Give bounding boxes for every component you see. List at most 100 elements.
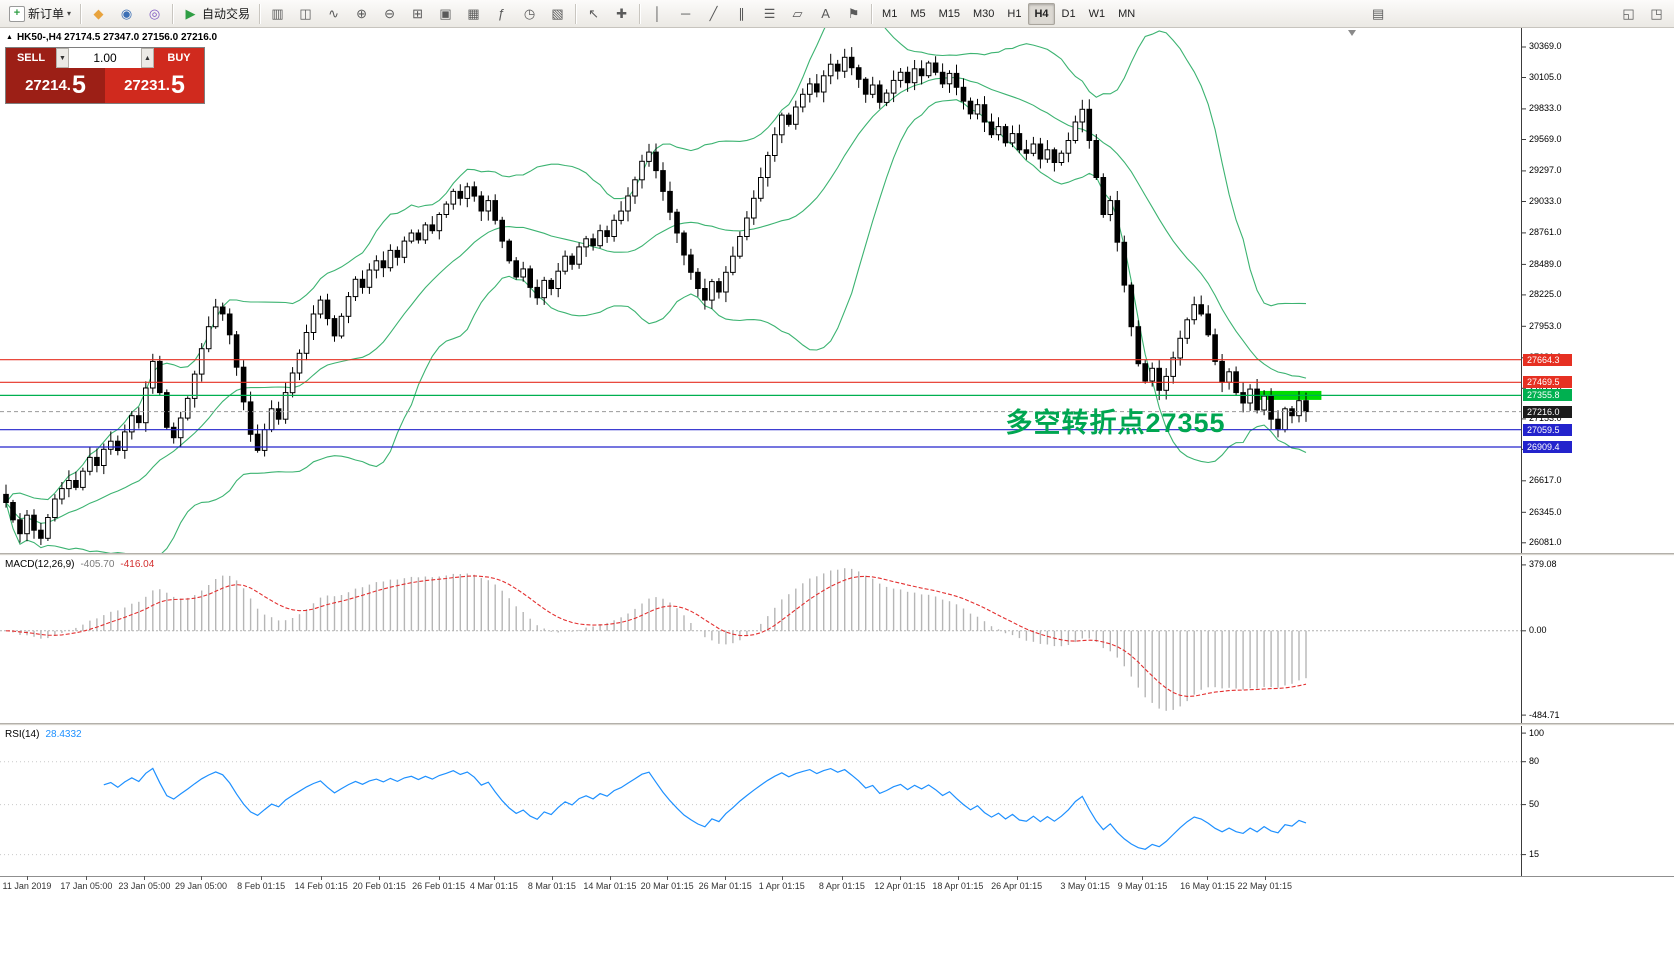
time-axis-label[interactable]: 23 Jan 05:00 bbox=[118, 881, 171, 891]
candle-bear bbox=[1128, 284, 1135, 328]
volume-input[interactable]: 1.00 bbox=[93, 51, 117, 65]
time-axis-label[interactable]: 11 Jan 2019 bbox=[2, 881, 52, 891]
toolbar-bar-chart-icon[interactable]: ▥ bbox=[264, 3, 291, 25]
toolbar-community-icon[interactable]: ◉ bbox=[113, 3, 140, 25]
time-axis-tick bbox=[26, 876, 28, 880]
chart-shift-icon[interactable] bbox=[1348, 30, 1356, 36]
timeframe-m30[interactable]: M30 bbox=[973, 7, 995, 20]
candle-bear bbox=[478, 195, 485, 212]
time-axis-label[interactable]: 8 Mar 01:15 bbox=[527, 881, 576, 891]
candle-bull bbox=[946, 72, 953, 85]
buy-button[interactable]: BUY bbox=[154, 48, 204, 68]
timeframe-h1[interactable]: H1 bbox=[1007, 7, 1022, 20]
volume-increase-button[interactable]: ▲ bbox=[141, 48, 154, 68]
autotrade-button[interactable]: ▶ 自动交易 bbox=[177, 3, 255, 25]
time-axis-label[interactable]: 26 Feb 01:15 bbox=[412, 881, 466, 891]
rsi-panel-svg[interactable] bbox=[0, 726, 1674, 876]
toolbar-templates-icon[interactable]: ▧ bbox=[544, 3, 571, 25]
time-axis-label[interactable]: 16 May 01:15 bbox=[1180, 881, 1235, 891]
candle-bear bbox=[674, 211, 680, 234]
time-axis-label[interactable]: 4 Mar 01:15 bbox=[469, 881, 518, 891]
time-axis-label[interactable]: 26 Apr 01:15 bbox=[991, 881, 1043, 891]
time-axis-label[interactable]: 22 May 01:15 bbox=[1237, 881, 1293, 891]
toolbar-profiles-icon[interactable]: ▦ bbox=[460, 3, 487, 25]
time-axis-label[interactable]: 1 Apr 01:15 bbox=[758, 881, 805, 891]
time-axis-label[interactable]: 14 Mar 01:15 bbox=[583, 881, 637, 891]
toolbar-cursor-icon[interactable]: ↖ bbox=[580, 3, 607, 25]
market-icon: ◆ bbox=[93, 5, 104, 21]
rsi-canvas[interactable] bbox=[0, 726, 1674, 876]
one-click-toggle-icon[interactable]: ▲ bbox=[6, 34, 13, 41]
toolbar-expand-icon[interactable]: ◳ bbox=[1643, 3, 1670, 25]
time-axis-label[interactable]: 20 Feb 01:15 bbox=[352, 881, 406, 891]
timeframe-w1[interactable]: W1 bbox=[1088, 7, 1106, 20]
candle-bull bbox=[925, 62, 932, 77]
new-order-button[interactable]: + 新订单 ▾ bbox=[4, 3, 76, 25]
toolbar-new-chart-icon[interactable]: ▣ bbox=[432, 3, 459, 25]
price-tick-label: 26081.0 bbox=[1529, 537, 1562, 548]
buy-price-main: 27231. bbox=[124, 77, 170, 94]
toolbar-line-chart-icon[interactable]: ∿ bbox=[320, 3, 347, 25]
timeframe-mn[interactable]: MN bbox=[1118, 7, 1136, 20]
time-axis-label[interactable]: 18 Apr 01:15 bbox=[932, 881, 984, 891]
toolbar-horizontal-line-icon[interactable]: ─ bbox=[672, 3, 699, 25]
volume-decrease-button[interactable]: ▼ bbox=[56, 48, 69, 68]
toolbar-crosshair-icon[interactable]: ✚ bbox=[608, 3, 635, 25]
toolbar-fibonacci-icon[interactable]: ☰ bbox=[756, 3, 783, 25]
time-axis-tick bbox=[261, 876, 263, 880]
candle-bull bbox=[345, 296, 352, 317]
time-axis-label[interactable]: 8 Feb 01:15 bbox=[237, 881, 286, 891]
toolbar-indicators-icon[interactable]: ƒ bbox=[488, 3, 515, 25]
toolbar-channel-icon[interactable]: ∥ bbox=[728, 3, 755, 25]
toolbar-zoom-out-icon[interactable]: ⊖ bbox=[376, 3, 403, 25]
sell-button[interactable]: SELL bbox=[6, 48, 56, 68]
time-axis-label[interactable]: 20 Mar 01:15 bbox=[640, 881, 694, 891]
toolbar-dock-icon[interactable]: ◱ bbox=[1615, 3, 1642, 25]
time-axis-label[interactable]: 17 Jan 05:00 bbox=[60, 881, 113, 891]
candle-bull bbox=[443, 203, 450, 216]
chart-area[interactable]: ▲ HK50-,H4 27174.5 27347.0 27156.0 27216… bbox=[0, 28, 1674, 954]
macd-name: MACD(12,26,9) bbox=[5, 559, 75, 570]
new-order-icon: + bbox=[9, 5, 25, 22]
pivot-annotation-text[interactable]: 多空转折点27355 bbox=[1005, 408, 1226, 438]
toolbar-vertical-line-icon[interactable]: │ bbox=[644, 3, 671, 25]
candle-bull bbox=[52, 498, 58, 518]
toolbar: + 新订单 ▾ ◆ ◉ ◎ ▶ 自动交易 ▥ ◫ ∿ ⊕ ⊖ ⊞ ▣ ▦ ƒ ◷ ▧ ↖ ✚ │ ─ ╱ ∥ ☰ ▱ A ⚑ M1 M5 M1… bbox=[0, 0, 1674, 28]
toolbar-text-icon[interactable]: A bbox=[812, 3, 839, 25]
timeframe-m5[interactable]: M5 bbox=[910, 7, 926, 20]
timeframe-m1[interactable]: M1 bbox=[882, 7, 898, 20]
macd-panel-svg[interactable] bbox=[0, 556, 1674, 723]
chart-canvas[interactable] bbox=[0, 28, 1674, 553]
main-chart-svg[interactable] bbox=[0, 28, 1674, 553]
toolbar-candlestick-chart-icon[interactable]: ◫ bbox=[292, 3, 319, 25]
candle-bear bbox=[904, 71, 911, 84]
new-order-label: 新订单 bbox=[28, 7, 65, 21]
toolbar-arrows-icon[interactable]: ⚑ bbox=[840, 3, 867, 25]
candle-bear bbox=[38, 529, 44, 539]
time-axis-label[interactable]: 26 Mar 01:15 bbox=[698, 881, 752, 891]
time-axis-label[interactable]: 8 Apr 01:15 bbox=[818, 881, 865, 891]
toolbar-print-icon[interactable]: ▤ bbox=[1365, 3, 1392, 25]
one-click-trade-panel: SELL ▼ 1.00 ▲ BUY 27214. 5 27231. 5 bbox=[5, 47, 205, 104]
candle-bear bbox=[1086, 108, 1093, 142]
time-axis-label[interactable]: 29 Jan 05:00 bbox=[174, 881, 228, 891]
toolbar-market-icon[interactable]: ◆ bbox=[85, 3, 112, 25]
time-axis-label[interactable]: 3 May 01:15 bbox=[1060, 881, 1110, 891]
time-axis-label[interactable]: 9 May 01:15 bbox=[1117, 881, 1168, 891]
toolbar-trendline-icon[interactable]: ╱ bbox=[700, 3, 727, 25]
sell-price[interactable]: 27214. 5 bbox=[6, 68, 105, 103]
timeframe-d1[interactable]: D1 bbox=[1061, 7, 1076, 20]
timeframe-m15[interactable]: M15 bbox=[938, 7, 961, 20]
toolbar-period-clock-icon[interactable]: ◷ bbox=[516, 3, 543, 25]
buy-price[interactable]: 27231. 5 bbox=[105, 68, 204, 103]
toolbar-alerts-icon[interactable]: ◎ bbox=[141, 3, 168, 25]
time-axis-label[interactable]: 14 Feb 01:15 bbox=[294, 881, 348, 891]
toolbar-tile-windows-icon[interactable]: ⊞ bbox=[404, 3, 431, 25]
time-axis-label[interactable]: 12 Apr 01:15 bbox=[874, 881, 926, 891]
panel-separator[interactable] bbox=[0, 553, 1674, 556]
price-level-label: 27664.3 bbox=[1523, 353, 1572, 366]
toolbar-shapes-icon[interactable]: ▱ bbox=[784, 3, 811, 25]
panel-separator[interactable] bbox=[0, 723, 1674, 726]
toolbar-zoom-in-icon[interactable]: ⊕ bbox=[348, 3, 375, 25]
timeframe-h4[interactable]: H4 bbox=[1028, 2, 1055, 25]
